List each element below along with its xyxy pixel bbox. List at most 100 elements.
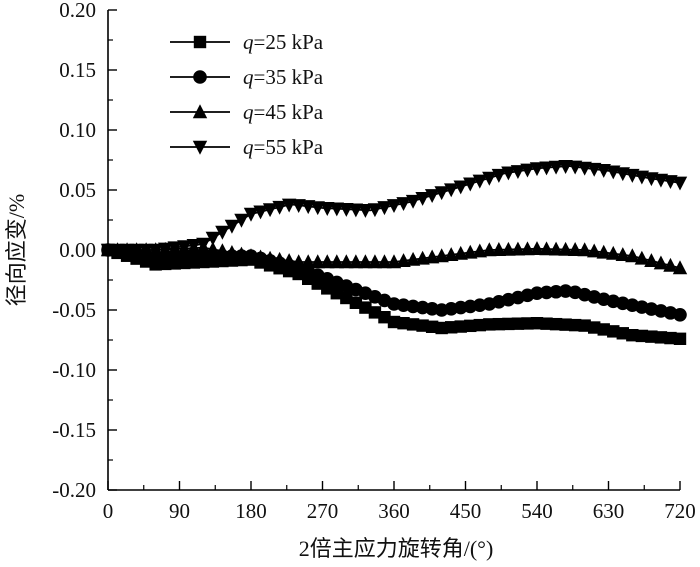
data-point-marker xyxy=(540,317,553,330)
data-point-marker xyxy=(587,243,602,258)
data-point-marker xyxy=(463,177,478,192)
data-point-marker xyxy=(434,186,449,201)
legend-item: q=45 kPa xyxy=(170,100,324,124)
data-point-marker xyxy=(339,254,354,269)
data-point-marker xyxy=(435,321,448,335)
data-point-marker xyxy=(234,213,249,228)
data-point-marker xyxy=(281,253,297,267)
data-point-marker xyxy=(520,241,535,256)
y-tick-label: 0.10 xyxy=(59,118,96,142)
data-point-marker xyxy=(281,198,297,213)
data-point-marker xyxy=(359,301,372,314)
data-point-marker xyxy=(558,241,573,256)
data-point-marker xyxy=(607,325,620,338)
data-point-marker xyxy=(358,254,373,269)
data-point-marker xyxy=(510,241,526,256)
legend-label-value: =25 kPa xyxy=(254,30,324,54)
data-point-marker xyxy=(645,330,658,343)
data-point-marker xyxy=(215,243,230,258)
data-point-marker xyxy=(673,332,687,345)
data-point-marker xyxy=(539,241,554,256)
series-triangle-down xyxy=(100,160,688,258)
data-point-marker xyxy=(186,239,201,253)
data-point-marker xyxy=(549,317,563,331)
data-point-marker xyxy=(262,203,278,218)
x-tick-label: 270 xyxy=(307,499,339,523)
y-tick-label: -0.10 xyxy=(52,358,96,382)
x-tick-label: 540 xyxy=(521,499,553,523)
data-point-marker xyxy=(272,200,287,215)
data-point-marker xyxy=(348,254,364,269)
data-point-marker xyxy=(530,317,544,330)
data-point-marker xyxy=(520,163,535,178)
legend-marker xyxy=(193,35,207,49)
data-point-marker xyxy=(454,320,467,333)
legend-label-value: =35 kPa xyxy=(254,65,324,89)
data-point-marker xyxy=(358,203,373,218)
data-point-marker xyxy=(492,317,506,331)
data-point-marker xyxy=(529,241,545,255)
data-point-marker xyxy=(262,250,278,265)
y-tick-label: -0.15 xyxy=(52,418,96,442)
data-point-marker xyxy=(148,243,163,258)
data-point-marker xyxy=(196,237,211,252)
data-point-marker xyxy=(445,321,458,334)
data-point-marker xyxy=(339,203,354,217)
x-tick-label: 180 xyxy=(235,499,267,523)
data-point-marker xyxy=(483,318,496,331)
data-point-marker xyxy=(367,254,383,269)
data-point-marker xyxy=(387,315,401,329)
data-point-marker xyxy=(415,191,430,206)
data-point-marker xyxy=(416,319,429,332)
data-point-marker xyxy=(625,248,640,263)
data-point-marker xyxy=(606,245,621,260)
data-point-marker xyxy=(320,202,335,216)
legend-label-value: =55 kPa xyxy=(254,135,324,159)
legend-marker xyxy=(192,104,208,119)
data-point-marker xyxy=(567,242,583,256)
data-point-marker xyxy=(406,318,420,331)
data-point-marker xyxy=(215,225,230,240)
series-triangle-up xyxy=(100,239,688,275)
data-point-marker xyxy=(110,243,125,258)
data-point-marker xyxy=(559,318,572,331)
data-point-marker xyxy=(100,243,116,258)
y-tick-label: 0.20 xyxy=(59,0,96,22)
data-point-marker xyxy=(129,243,144,258)
legend-label-q: q xyxy=(243,100,254,124)
legend-label-value: =45 kPa xyxy=(254,100,324,124)
data-point-marker xyxy=(588,321,601,334)
data-point-marker xyxy=(472,174,487,189)
data-point-marker xyxy=(291,254,306,269)
data-point-marker xyxy=(234,246,249,261)
x-tick-label: 90 xyxy=(169,499,190,523)
data-point-marker xyxy=(425,320,439,333)
legend-item: q=55 kPa xyxy=(170,135,324,159)
data-point-marker xyxy=(340,291,353,305)
data-point-marker xyxy=(377,201,392,216)
data-point-marker xyxy=(482,242,497,257)
x-tick-label: 0 xyxy=(103,499,114,523)
data-point-marker xyxy=(272,251,287,266)
data-point-marker xyxy=(368,306,382,319)
data-point-marker xyxy=(511,317,525,330)
data-point-marker xyxy=(424,189,440,203)
legend-label-q: q xyxy=(243,65,254,89)
data-point-marker xyxy=(558,160,573,174)
legend-label-q: q xyxy=(243,135,254,159)
data-point-marker xyxy=(597,323,610,336)
data-point-marker xyxy=(672,260,688,275)
data-point-marker xyxy=(529,162,545,177)
data-point-marker xyxy=(329,254,344,269)
data-point-marker xyxy=(205,231,221,246)
y-tick-label: 0.05 xyxy=(59,178,96,202)
y-tick-label: 0.00 xyxy=(59,238,96,262)
data-point-marker xyxy=(644,253,659,267)
data-point-marker xyxy=(654,331,668,344)
legend-marker xyxy=(192,140,208,155)
data-point-marker xyxy=(634,250,650,265)
data-point-marker xyxy=(224,244,240,259)
x-tick-label: 450 xyxy=(450,499,482,523)
